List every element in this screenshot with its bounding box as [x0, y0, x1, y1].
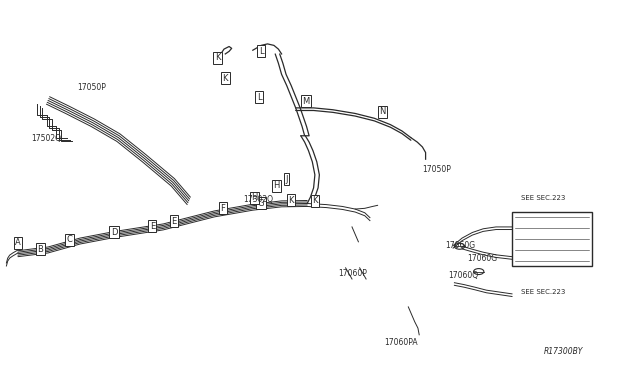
Text: 17050P: 17050P [77, 83, 106, 92]
Text: 17060G: 17060G [467, 254, 497, 263]
Text: A: A [15, 238, 20, 247]
Text: K: K [289, 196, 294, 205]
Text: 17060G: 17060G [445, 241, 475, 250]
Text: 17060PA: 17060PA [384, 339, 418, 347]
FancyBboxPatch shape [512, 212, 592, 266]
Text: F: F [220, 204, 225, 213]
Text: E: E [150, 222, 155, 231]
Text: H: H [252, 193, 258, 202]
Text: SEE SEC.223: SEE SEC.223 [520, 289, 565, 295]
Text: K: K [312, 196, 317, 205]
Text: 17060Q: 17060Q [448, 271, 478, 280]
Text: M: M [302, 97, 310, 106]
Text: D: D [111, 228, 117, 237]
Text: 17050P: 17050P [422, 165, 451, 174]
Text: N: N [380, 107, 386, 116]
Text: H: H [273, 182, 280, 190]
Text: SEE SEC.223: SEE SEC.223 [520, 195, 565, 201]
Text: G: G [258, 199, 264, 208]
Text: E: E [172, 217, 177, 226]
Text: B: B [37, 245, 44, 254]
Text: C: C [66, 235, 72, 244]
Text: K: K [215, 53, 220, 62]
Text: L: L [257, 93, 262, 102]
Text: L: L [259, 47, 264, 56]
Text: 17060P: 17060P [338, 269, 367, 278]
Text: 17302Q: 17302Q [243, 195, 273, 203]
Text: K: K [223, 74, 228, 83]
Text: 17502Q: 17502Q [31, 134, 61, 143]
Text: J: J [285, 175, 288, 184]
Text: R17300BY: R17300BY [543, 347, 583, 356]
